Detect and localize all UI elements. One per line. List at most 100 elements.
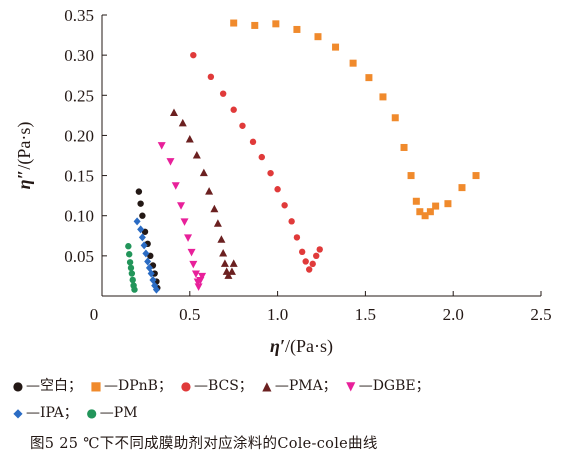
- x-tick-label: 0: [90, 305, 99, 324]
- data-point-DPnB: [314, 33, 322, 41]
- data-point-DPnB: [251, 21, 259, 29]
- data-point-DGBE: [198, 272, 207, 281]
- data-point-IPA: [133, 217, 141, 226]
- legend-marker-icon: ◆: [13, 406, 23, 420]
- x-tick-label: 0.5: [179, 305, 200, 324]
- cole-cole-chart: 0 0.5 1.0 1.5 2.0 2.5 0.05 0.10 0.15 0.20 0.25 0.3…: [14, 6, 552, 357]
- data-point-BCS: [207, 73, 215, 81]
- data-point-PMA: [224, 271, 233, 279]
- legend: ● —空白； ■ —DPnB； ● —BCS； ▲ —PMA； ▼ —DGBE； ◆ —IPA； ● —P…: [12, 373, 577, 427]
- legend-label: —IPA；: [26, 405, 78, 421]
- data-point-DPnB: [349, 59, 357, 67]
- data-point-PMA: [227, 267, 236, 275]
- data-point-PM: [131, 286, 138, 293]
- data-point-PMA: [210, 204, 219, 213]
- legend-marker-icon: ●: [86, 406, 98, 420]
- x-tick-label: 2.5: [530, 305, 551, 324]
- legend-label: —PMA；: [274, 378, 337, 394]
- y-tick-label: 0.05: [64, 247, 94, 266]
- data-point-DGBE: [157, 142, 166, 150]
- data-point-DPnB: [379, 93, 387, 101]
- legend-label: —BCS；: [193, 378, 253, 394]
- data-point-DPnB: [421, 212, 429, 220]
- legend-marker-icon: ●: [12, 379, 24, 393]
- data-point-BCS: [281, 202, 288, 209]
- data-point-BCS: [267, 169, 274, 177]
- data-point-IPA: [142, 249, 150, 258]
- data-point-PMA: [192, 151, 201, 159]
- y-tick-label: 0.25: [64, 86, 94, 105]
- legend-item: ◆ —IPA；: [12, 400, 78, 427]
- data-point-BCS: [230, 106, 237, 113]
- data-point-DGBE: [184, 234, 193, 242]
- y-tick-label: 0.30: [64, 46, 94, 65]
- data-point-BCS: [239, 122, 246, 129]
- data-point-PMA: [217, 235, 226, 243]
- data-point-DPnB: [391, 114, 399, 122]
- data-point-DPnB: [230, 19, 238, 27]
- data-point-PM: [127, 264, 135, 272]
- data-point-IPA: [138, 233, 146, 242]
- data-point-DPnB: [293, 25, 301, 33]
- legend-item: ● —空白；: [12, 373, 82, 400]
- data-point-BCS: [306, 266, 313, 273]
- legend-label: —DGBE；: [358, 378, 430, 394]
- data-point-DPnB: [412, 197, 420, 205]
- legend-item: ● —BCS；: [180, 373, 253, 400]
- data-point-IPA: [152, 285, 160, 294]
- data-point-空白: [135, 188, 143, 195]
- legend-item: ■ —DPnB；: [90, 373, 172, 400]
- x-axis-title: η′/(Pa·s): [270, 336, 333, 357]
- data-point-DGBE: [194, 283, 203, 291]
- data-point-空白: [139, 212, 146, 219]
- data-point-DGBE: [191, 270, 200, 279]
- data-point-BCS: [316, 246, 323, 253]
- legend-marker-icon: ▼: [346, 379, 356, 393]
- y-ticks: 0.05 0.10 0.15 0.20 0.25 0.30 0.35: [64, 6, 107, 266]
- legend-marker-icon: ■: [90, 379, 102, 393]
- data-point-DPnB: [432, 202, 440, 210]
- data-point-BCS: [298, 248, 306, 256]
- data-point-PMA: [229, 259, 238, 267]
- data-point-DGBE: [180, 218, 189, 226]
- y-tick-label: 0.35: [64, 6, 94, 25]
- data-point-DPnB: [458, 184, 466, 192]
- legend-marker-icon: ▲: [262, 379, 272, 393]
- data-point-PMA: [199, 168, 208, 177]
- data-point-PM: [128, 270, 136, 277]
- data-point-PMA: [185, 134, 194, 143]
- data-point-BCS: [302, 258, 309, 265]
- data-point-PM: [125, 243, 132, 250]
- data-point-DGBE: [177, 202, 186, 210]
- x-ticks: 0 0.5 1.0 1.5 2.0 2.5: [90, 291, 552, 324]
- data-points: [125, 19, 480, 294]
- data-point-PM: [129, 276, 136, 284]
- legend-label: —空白；: [26, 378, 82, 394]
- data-point-BCS: [274, 186, 281, 193]
- data-point-BCS: [288, 218, 295, 225]
- data-point-DPnB: [332, 43, 340, 51]
- x-tick-label: 1.5: [355, 305, 376, 324]
- y-tick-label: 0.20: [64, 126, 94, 145]
- data-point-BCS: [219, 90, 227, 97]
- data-point-BCS: [309, 260, 316, 268]
- x-tick-label: 1.0: [267, 305, 288, 324]
- data-point-BCS: [293, 234, 301, 241]
- data-point-DPnB: [472, 172, 480, 180]
- data-point-BCS: [249, 138, 257, 146]
- legend-label: —PM: [99, 405, 138, 421]
- data-point-DPnB: [444, 200, 452, 208]
- data-point-DGBE: [166, 158, 175, 166]
- data-point-BCS: [190, 51, 197, 59]
- data-point-DGBE: [171, 182, 180, 190]
- data-point-DPnB: [407, 172, 415, 180]
- y-tick-label: 0.10: [64, 207, 94, 226]
- data-point-DPnB: [426, 208, 434, 216]
- data-point-DPnB: [400, 143, 408, 151]
- legend-item: ▲ —PMA；: [261, 373, 337, 400]
- figure-caption: 图5 25 ℃下不同成膜助剂对应涂料的Cole-cole曲线: [30, 436, 378, 452]
- data-point-PMA: [213, 219, 222, 227]
- data-point-PMA: [178, 118, 187, 127]
- data-point-BCS: [258, 153, 265, 161]
- y-tick-label: 0.15: [64, 167, 94, 186]
